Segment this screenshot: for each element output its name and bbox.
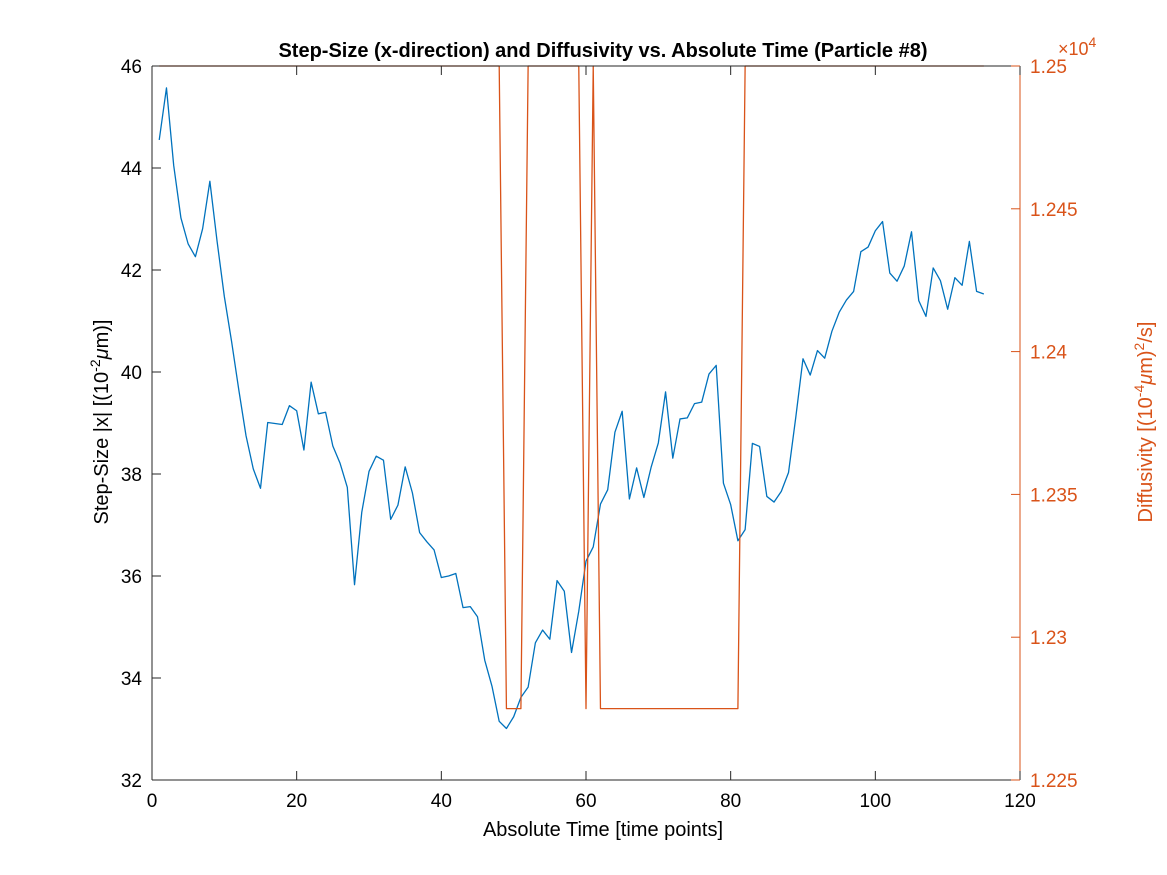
x-tick-label: 40 xyxy=(431,791,452,812)
right-axis-label-mu: μ xyxy=(1135,374,1157,386)
x-tick-label: 0 xyxy=(147,791,158,812)
left-axis-label-exponent: -2 xyxy=(87,359,103,372)
right-axis-multiplier: ×104 xyxy=(1058,34,1097,59)
axis-layer: 0 20 40 60 80 100 120 32 34 36 38 40 42 44 46 1.225 1.23… xyxy=(121,57,1078,812)
left-axis-label-suffix: m)] xyxy=(91,320,113,349)
right-y-tick-label: 1.225 xyxy=(1030,771,1078,792)
right-axis-multiplier-exponent: 4 xyxy=(1089,34,1097,50)
left-y-tick-label: 34 xyxy=(121,669,143,690)
right-y-tick-label: 1.25 xyxy=(1030,57,1067,78)
diffusivity-series-line xyxy=(159,65,984,710)
left-axis-label: Step-Size |x| [(10-2μm)] xyxy=(87,320,113,525)
x-tick-label: 60 xyxy=(575,791,596,812)
right-axis-label-suffix: /s] xyxy=(1135,322,1157,343)
left-y-tick-label: 42 xyxy=(121,261,142,282)
x-tick-label: 100 xyxy=(859,791,891,812)
chart-title: Step-Size (x-direction) and Diffusivity … xyxy=(278,40,927,62)
left-y-tick-label: 44 xyxy=(121,159,143,180)
x-tick-label: 80 xyxy=(720,791,741,812)
right-axis-label-square: 2 xyxy=(1131,342,1147,350)
right-axis-label-prefix: Diffusivity [(10 xyxy=(1135,397,1157,522)
right-y-tick-label: 1.245 xyxy=(1030,200,1078,221)
left-y-tick-label: 40 xyxy=(121,363,142,384)
x-tick-label: 120 xyxy=(1004,791,1036,812)
right-axis-multiplier-base: ×10 xyxy=(1058,39,1089,59)
right-axis-label: Diffusivity [(10-4μm)2/s] xyxy=(1131,322,1157,523)
step-size-series-line xyxy=(158,87,985,730)
right-axis-label-exponent: -4 xyxy=(1131,385,1147,398)
left-axis-label-mu: μ xyxy=(91,348,113,360)
right-y-tick-label: 1.23 xyxy=(1030,628,1067,649)
left-y-tick-label: 36 xyxy=(121,567,142,588)
right-axis-label-unit: m) xyxy=(1135,350,1157,373)
x-tick-label: 20 xyxy=(286,791,307,812)
x-axis-label: Absolute Time [time points] xyxy=(483,819,723,841)
left-y-tick-label: 38 xyxy=(121,465,142,486)
left-y-tick-label: 32 xyxy=(121,771,142,792)
left-axis-label-prefix: Step-Size |x| [(10 xyxy=(91,372,113,525)
right-y-tick-label: 1.235 xyxy=(1030,485,1078,506)
right-y-tick-label: 1.24 xyxy=(1030,343,1067,364)
left-y-tick-label: 46 xyxy=(121,57,142,78)
series-layer xyxy=(158,65,985,730)
